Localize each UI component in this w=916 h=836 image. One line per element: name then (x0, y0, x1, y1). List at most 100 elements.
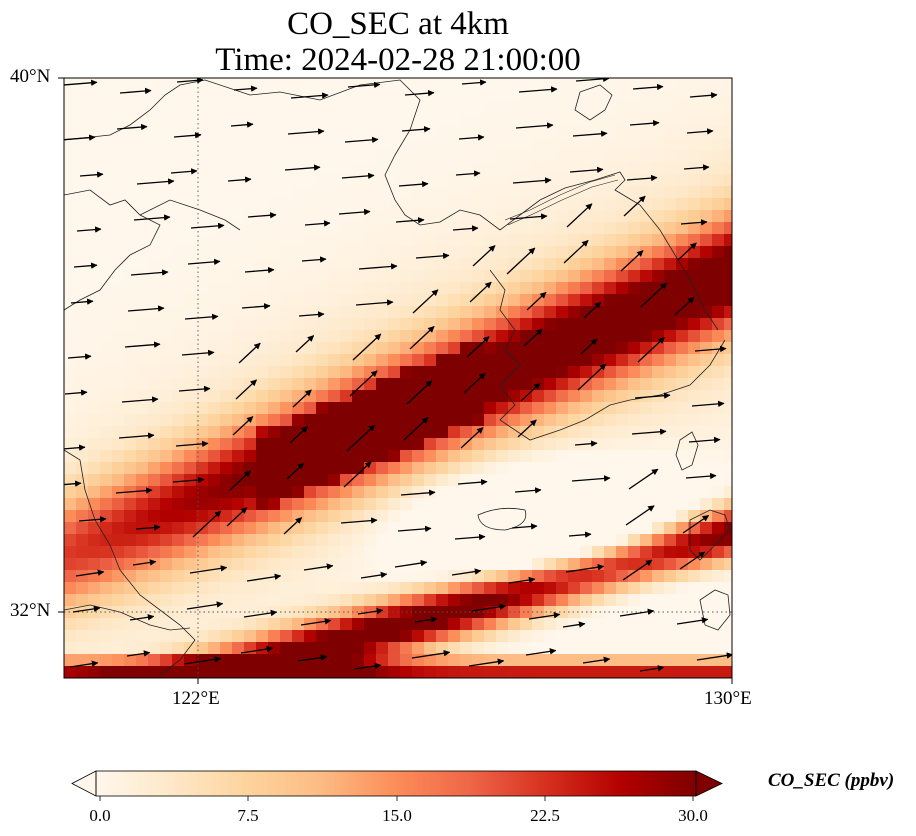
field-cell (604, 390, 617, 403)
field-cell (220, 114, 233, 127)
wind-vector (283, 517, 303, 535)
field-cell (520, 270, 533, 283)
field-cell (232, 162, 245, 175)
field-cell (64, 666, 77, 678)
field-cell (688, 174, 701, 187)
field-cell (604, 306, 617, 319)
field-cell (148, 150, 161, 163)
field-cell (496, 510, 509, 523)
field-cell (472, 138, 485, 151)
field-cell (508, 222, 521, 235)
field-cell (724, 498, 732, 511)
wind-vector (118, 432, 155, 439)
field-cell (412, 234, 425, 247)
field-cell (652, 438, 665, 451)
field-cell (232, 222, 245, 235)
field-cell (700, 198, 713, 211)
field-cell (412, 534, 425, 547)
field-cell (532, 426, 545, 439)
field-cell (64, 510, 77, 523)
field-cell (424, 474, 437, 487)
field-cell (664, 618, 677, 631)
field-cell (496, 534, 509, 547)
field-cell (628, 150, 641, 163)
field-cell (340, 510, 353, 523)
wind-vectors (64, 78, 732, 672)
field-cell (496, 462, 509, 475)
wind-vector (227, 176, 252, 183)
field-cell (124, 474, 137, 487)
field-cell (64, 630, 77, 643)
field-cell (436, 162, 449, 175)
field-cell (604, 90, 617, 103)
field-cell (436, 174, 449, 187)
field-cell (604, 318, 617, 331)
field-cell (412, 462, 425, 475)
field-cell (580, 558, 593, 571)
field-cell (400, 570, 413, 583)
field-cell (196, 630, 209, 643)
field-cell (688, 570, 701, 583)
field-cell (184, 402, 197, 415)
field-cell (592, 498, 605, 511)
field-cell (508, 534, 521, 547)
field-cell (160, 666, 173, 678)
field-cell (256, 198, 269, 211)
field-cell (448, 498, 461, 511)
field-cell (544, 522, 557, 535)
field-cell (580, 222, 593, 235)
field-cell (592, 210, 605, 223)
field-cell (700, 498, 713, 511)
field-cell (244, 150, 257, 163)
field-cell (568, 558, 581, 571)
field-cell (136, 246, 149, 259)
field-cell (148, 474, 161, 487)
field-cell (64, 150, 77, 163)
field-cell (520, 114, 533, 127)
field-cell (256, 138, 269, 151)
field-cell (436, 318, 449, 331)
field-cell (364, 330, 377, 343)
field-cell (592, 462, 605, 475)
field-cell (244, 522, 257, 535)
field-cell (232, 150, 245, 163)
field-cell (436, 414, 449, 427)
field-cell (364, 462, 377, 475)
field-cell (472, 234, 485, 247)
field-cell (160, 234, 173, 247)
field-cell (316, 174, 329, 187)
field-cell (568, 666, 581, 678)
field-cell (664, 534, 677, 547)
field-cell (64, 102, 77, 115)
field-cell (568, 174, 581, 187)
field-cell (268, 654, 281, 667)
field-cell (244, 126, 257, 139)
field-cell (724, 450, 732, 463)
field-cell (304, 390, 317, 403)
field-cell (688, 330, 701, 343)
field-cell (172, 90, 185, 103)
field-cell (232, 534, 245, 547)
field-cell (688, 306, 701, 319)
field-cell (112, 438, 125, 451)
field-cell (424, 186, 437, 199)
field-cell (280, 282, 293, 295)
field-cell (508, 414, 521, 427)
field-cell (556, 630, 569, 643)
field-cell (616, 270, 629, 283)
field-cell (460, 366, 473, 379)
field-cell (724, 534, 732, 547)
field-cell (460, 270, 473, 283)
field-cell (340, 270, 353, 283)
field-cell (88, 618, 101, 631)
field-cell (88, 162, 101, 175)
field-cell (220, 402, 233, 415)
field-cell (172, 522, 185, 535)
field-cell (328, 186, 341, 199)
wind-vector (632, 83, 664, 91)
field-cell (304, 570, 317, 583)
field-cell (232, 450, 245, 463)
field-cell (712, 282, 725, 295)
field-cell (172, 462, 185, 475)
